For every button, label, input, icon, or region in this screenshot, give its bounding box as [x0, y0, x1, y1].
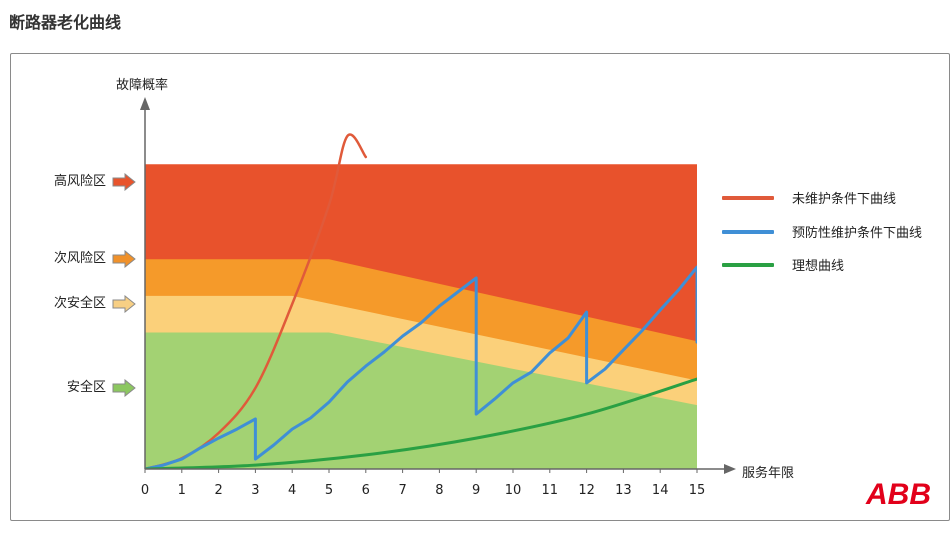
x-tick-label: 0 [141, 483, 149, 498]
x-tick-label: 5 [325, 483, 333, 498]
legend-label: 预防性维护条件下曲线 [792, 226, 923, 241]
x-tick-label: 1 [178, 483, 186, 498]
page-title: 断路器老化曲线 [9, 13, 122, 32]
arrow-right-icon [112, 173, 136, 191]
safe-zone-band [145, 332, 697, 469]
legend-label: 理想曲线 [792, 259, 845, 274]
x-tick-label: 6 [362, 483, 370, 498]
risk-bands [145, 164, 697, 469]
x-axis-arrow-icon [724, 464, 736, 474]
legend-swatch [722, 196, 774, 200]
x-ticks: 0 1 2 3 4 5 6 7 8 9 10 11 12 13 14 15 [141, 469, 705, 498]
legend-swatch [722, 230, 774, 234]
abb-logo: ABB [866, 478, 931, 511]
x-tick-label: 14 [652, 483, 669, 498]
x-tick-label: 8 [435, 483, 443, 498]
x-tick-label: 9 [472, 483, 480, 498]
x-tick-label: 7 [398, 483, 406, 498]
x-tick-label: 13 [615, 483, 632, 498]
arrow-right-icon [112, 295, 136, 313]
axes [140, 97, 736, 474]
ideal-curve [145, 377, 697, 469]
x-tick-label: 3 [251, 483, 259, 498]
x-tick-label: 15 [689, 483, 706, 498]
legend-label: 未维护条件下曲线 [792, 192, 897, 207]
y-axis-title: 故障概率 [116, 78, 169, 93]
x-tick-label: 2 [214, 483, 222, 498]
legend-swatch [722, 263, 774, 267]
zone-label-safe: 安全区 [66, 380, 106, 395]
curves [145, 133, 697, 469]
zone-label-high-risk: 高风险区 [53, 174, 106, 189]
x-tick-label: 12 [578, 483, 595, 498]
zone-label-sub-risk: 次风险区 [53, 251, 106, 266]
arrow-right-icon [112, 250, 136, 268]
x-axis-title: 服务年限 [742, 466, 795, 481]
x-tick-label: 10 [505, 483, 522, 498]
arrow-right-icon [112, 379, 136, 397]
zone-label-sub-safe: 次安全区 [53, 296, 106, 311]
x-tick-label: 4 [288, 483, 296, 498]
x-tick-label: 11 [542, 483, 559, 498]
y-axis-arrow-icon [140, 97, 150, 110]
preventive-maintenance-curve [145, 265, 697, 469]
